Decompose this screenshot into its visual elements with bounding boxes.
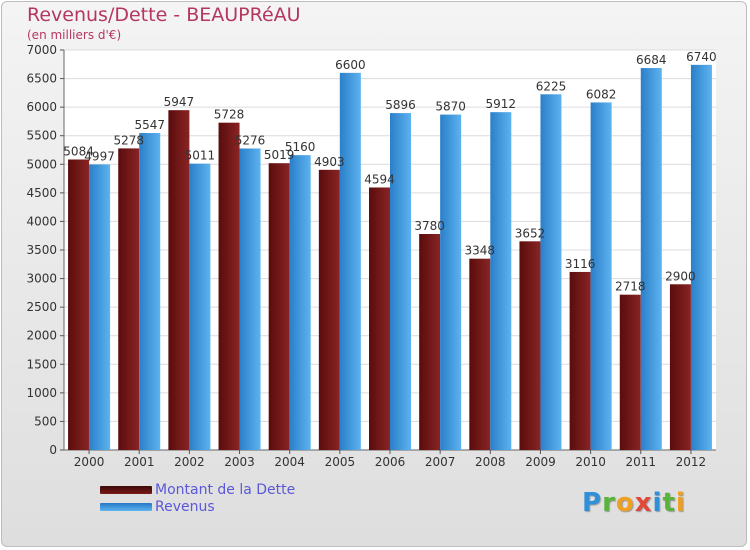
bar-dette — [168, 110, 190, 451]
bar-dette — [318, 169, 340, 451]
x-tick-label: 2004 — [274, 455, 305, 469]
bar-revenus-label: 5276 — [235, 134, 266, 148]
y-tick-label: 3500 — [26, 243, 57, 257]
bar-dette — [68, 159, 90, 450]
logo-letter: o — [615, 488, 635, 518]
y-tick-label: 5500 — [26, 129, 57, 143]
x-tick-label: 2003 — [224, 455, 255, 469]
bar-revenus-label: 5160 — [285, 140, 316, 154]
bar-revenus-label: 6082 — [586, 87, 617, 101]
y-tick-label: 4000 — [26, 214, 57, 228]
logo-letter: x — [634, 488, 653, 518]
bar-revenus-label: 5547 — [134, 118, 165, 132]
bar-dette-label: 5019 — [264, 148, 295, 162]
bar-dette — [669, 284, 691, 450]
y-tick-label: 1500 — [26, 357, 57, 371]
bar-revenus-label: 6600 — [335, 58, 366, 72]
bar-dette — [419, 234, 441, 450]
bar-dette-label: 3780 — [414, 219, 445, 233]
logo-letter: t — [662, 488, 676, 518]
bar-dette-label: 5084 — [63, 144, 94, 158]
bar-dette — [619, 294, 641, 450]
bar-dette-label: 3116 — [565, 257, 596, 271]
bar-dette — [118, 148, 140, 450]
bar-dette-label: 2900 — [665, 269, 696, 283]
logo-letter: i — [675, 488, 686, 518]
logo-letter: r — [602, 488, 616, 518]
y-tick-label: 0 — [49, 443, 57, 457]
bar-dette-label: 5278 — [113, 133, 144, 147]
bar-revenus — [189, 163, 211, 450]
bar-dette — [369, 187, 390, 450]
y-tick-label: 2000 — [26, 329, 57, 343]
x-tick-label: 2000 — [74, 455, 105, 469]
bar-dette — [218, 122, 240, 450]
bar-revenus — [590, 102, 612, 450]
x-tick-label: 2009 — [525, 455, 556, 469]
legend-swatch-dette — [100, 486, 152, 494]
bar-revenus-label: 5870 — [435, 100, 466, 114]
bar-revenus-label: 5912 — [486, 97, 517, 111]
bar-dette — [268, 163, 290, 450]
logo-letter: P — [582, 488, 603, 518]
bar-dette — [469, 258, 491, 450]
bar-dette-label: 4594 — [364, 172, 395, 186]
bar-revenus — [690, 64, 712, 450]
y-tick-label: 6500 — [26, 72, 57, 86]
x-tick-label: 2012 — [676, 455, 707, 469]
bar-revenus — [89, 164, 111, 450]
bar-revenus-label: 5896 — [385, 98, 416, 112]
x-tick-label: 2001 — [124, 455, 155, 469]
bar-revenus — [289, 155, 311, 450]
logo-letter: i — [652, 488, 663, 518]
bar-revenus-label: 6740 — [686, 50, 717, 64]
bar-revenus-label: 5011 — [185, 149, 216, 163]
bar-revenus — [139, 133, 161, 450]
y-tick-label: 500 — [34, 414, 57, 428]
x-tick-label: 2010 — [575, 455, 606, 469]
x-tick-label: 2005 — [325, 455, 356, 469]
bar-revenus-label: 4997 — [84, 149, 115, 163]
bar-revenus — [339, 72, 361, 450]
bar-revenus-label: 6225 — [536, 79, 567, 93]
chart-title: Revenus/Dette - BEAUPRéAU — [27, 4, 301, 26]
legend-swatch-revenus — [100, 503, 152, 511]
x-tick-label: 2008 — [475, 455, 506, 469]
bar-dette-label: 4903 — [314, 155, 345, 169]
bar-revenus — [390, 113, 411, 450]
legend-label-revenus: Revenus — [155, 499, 215, 515]
bar-revenus — [239, 148, 261, 450]
proxiti-logo: Proxiti — [582, 488, 686, 518]
x-tick-label: 2011 — [625, 455, 656, 469]
bar-revenus-label: 6684 — [636, 53, 667, 67]
bar-dette-label: 2718 — [615, 280, 646, 294]
bar-revenus — [540, 94, 562, 451]
bar-dette — [569, 271, 591, 450]
y-tick-label: 7000 — [26, 43, 57, 57]
bar-dette-label: 3348 — [465, 244, 496, 258]
bar-revenus — [490, 112, 512, 451]
y-tick-label: 5000 — [26, 157, 57, 171]
y-tick-label: 2500 — [26, 300, 57, 314]
bar-revenus — [640, 68, 662, 451]
y-tick-label: 3000 — [26, 272, 57, 286]
legend-label-dette: Montant de la Dette — [155, 482, 296, 498]
y-tick-label: 6000 — [26, 100, 57, 114]
x-tick-label: 2002 — [174, 455, 205, 469]
x-tick-label: 2006 — [375, 455, 406, 469]
bar-dette-label: 5947 — [164, 95, 195, 109]
bar-dette — [519, 241, 541, 450]
y-tick-label: 1000 — [26, 386, 57, 400]
x-tick-label: 2007 — [425, 455, 456, 469]
bar-dette-label: 3652 — [515, 226, 546, 240]
y-tick-label: 4500 — [26, 186, 57, 200]
bar-revenus — [440, 114, 462, 451]
chart-subtitle: (en milliers d'€) — [27, 28, 122, 42]
bar-dette-label: 5728 — [214, 108, 245, 122]
